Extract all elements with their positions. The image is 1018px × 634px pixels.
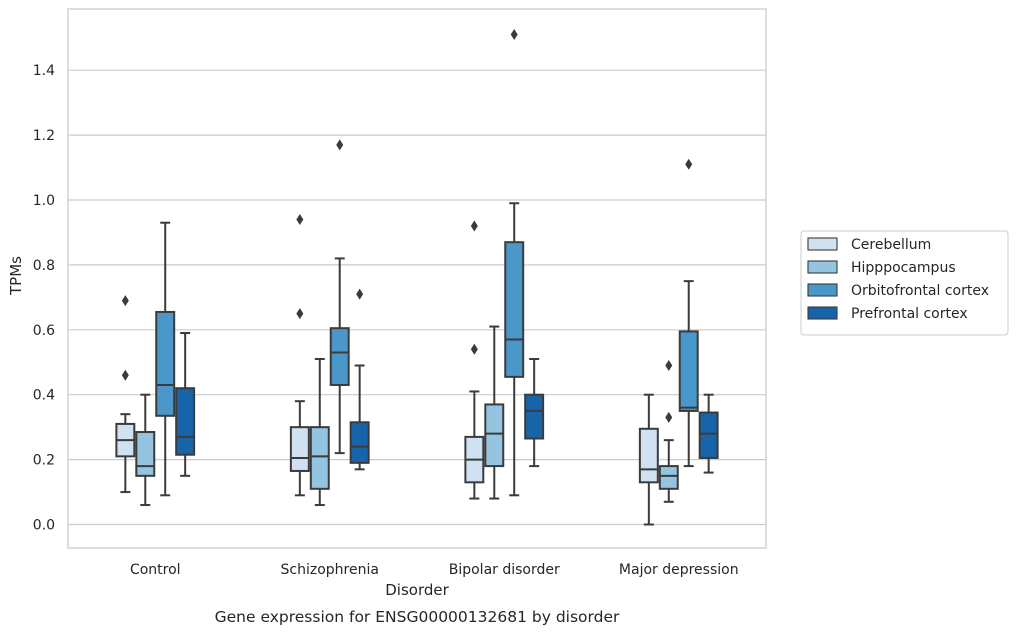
legend-item: Prefrontal cortex <box>807 306 968 322</box>
legend-swatch <box>807 306 838 320</box>
box-rect <box>504 241 525 378</box>
box-group <box>638 158 719 526</box>
box <box>155 221 176 497</box>
legend-item: Hipppocampus <box>807 260 956 276</box>
box <box>289 213 310 497</box>
outlier-point <box>470 220 478 232</box>
box <box>115 295 136 494</box>
chart-caption: Gene expression for ENSG00000132681 by d… <box>215 608 620 626</box>
box <box>329 139 350 455</box>
y-tick-label: 0.8 <box>33 258 55 274</box>
box-rect <box>289 426 310 472</box>
box <box>309 358 330 507</box>
y-tick-label: 1.0 <box>33 193 55 209</box>
outlier-point <box>685 158 693 170</box>
box-rect <box>678 330 699 412</box>
outlier-point <box>665 411 673 423</box>
box <box>658 359 679 503</box>
legend-items: Cerebellum Hipppocampus Orbitofrontal cort… <box>807 237 989 322</box>
box-rect <box>309 426 330 490</box>
box-rect <box>135 431 156 477</box>
legend-item: Cerebellum <box>807 237 931 253</box>
y-tick-label: 0.4 <box>33 388 55 404</box>
outlier-point <box>296 213 304 225</box>
box <box>678 158 699 468</box>
box-group <box>289 139 370 507</box>
outlier-point <box>121 369 129 381</box>
legend-label: Cerebellum <box>851 237 931 253</box>
outlier-point <box>665 359 673 371</box>
box <box>175 332 196 477</box>
x-tick-label: Bipolar disorder <box>449 562 560 578</box>
plot-frame <box>67 8 767 549</box>
y-tick-label: 1.4 <box>33 63 55 79</box>
box <box>464 220 485 500</box>
box-group <box>115 221 196 507</box>
box <box>698 393 719 474</box>
outlier-point <box>356 288 364 300</box>
box <box>524 358 545 468</box>
x-axis-label: Disorder <box>385 581 449 599</box>
legend-swatch <box>807 283 838 297</box>
box-group <box>464 29 545 500</box>
x-tick-label: Major depression <box>619 562 739 578</box>
box-rect <box>524 393 545 440</box>
legend-swatch <box>807 260 838 274</box>
box-rect <box>698 411 719 459</box>
outlier-point <box>510 29 518 41</box>
legend-label: Hipppocampus <box>851 260 956 276</box>
box-rect <box>658 465 679 490</box>
y-tick-label: 1.2 <box>33 128 55 144</box>
legend-label: Orbitofrontal cortex <box>851 283 989 299</box>
y-axis-label: TPMs <box>7 256 25 296</box>
box-rect <box>349 421 370 464</box>
x-tick-label: Schizophrenia <box>281 562 379 578</box>
box <box>484 325 505 500</box>
y-tick-labels: 0.0 0.2 0.4 0.6 0.8 1.0 1.2 1.4 <box>33 63 55 533</box>
legend-label: Prefrontal cortex <box>851 306 968 322</box>
legend-swatch <box>807 237 838 251</box>
box <box>135 393 156 507</box>
legend-item: Orbitofrontal cortex <box>807 283 989 299</box>
outlier-point <box>121 295 129 307</box>
legend-frame <box>800 230 1009 336</box>
y-tick-label: 0.2 <box>33 453 55 469</box>
outlier-point <box>336 139 344 151</box>
box-rect <box>155 310 176 417</box>
legend: Cerebellum Hipppocampus Orbitofrontal cort… <box>800 230 1009 336</box>
box-groups <box>115 29 719 526</box>
box <box>638 393 659 526</box>
x-tick-label: Control <box>130 562 181 578</box>
outlier-point <box>470 343 478 355</box>
box <box>504 29 525 497</box>
outlier-point <box>296 308 304 320</box>
x-tick-labels: Control Schizophrenia Bipolar disorder Majo… <box>130 562 739 578</box>
gridlines <box>68 69 766 526</box>
box-rect <box>484 403 505 468</box>
box <box>349 288 370 471</box>
y-tick-label: 0.0 <box>33 518 55 534</box>
box-rect <box>329 327 350 386</box>
box-rect <box>175 387 196 456</box>
y-tick-label: 0.6 <box>33 323 55 339</box>
box-rect <box>638 427 659 484</box>
